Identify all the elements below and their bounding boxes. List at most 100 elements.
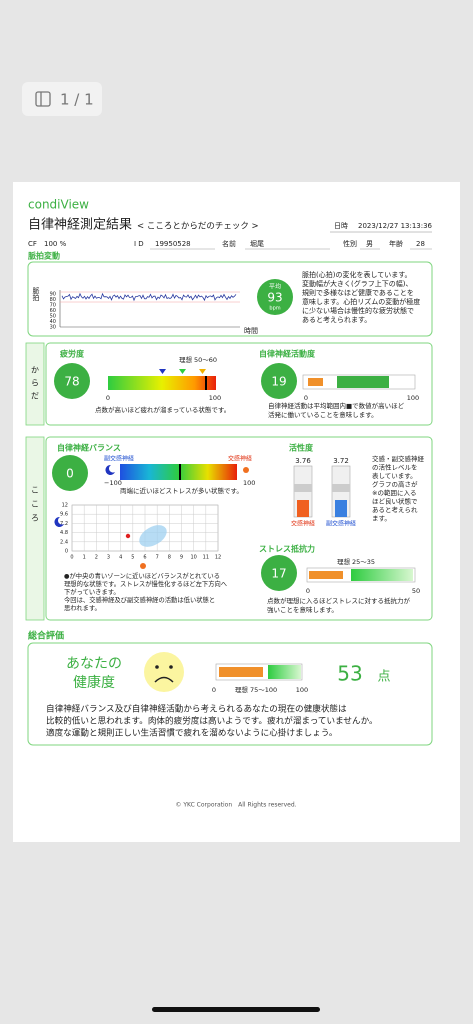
text-line: か bbox=[31, 366, 39, 375]
x-tick-label: 8 bbox=[168, 555, 171, 561]
text-line: グラフの高さが bbox=[372, 480, 418, 489]
scale-min: 0 bbox=[306, 587, 310, 595]
x-tick-label: 12 bbox=[215, 555, 221, 561]
title: 自律神経測定結果 bbox=[28, 218, 132, 233]
x-tick-label: 4 bbox=[119, 555, 122, 561]
x-tick-label: 6 bbox=[143, 555, 146, 561]
left-label: 副交感神経 bbox=[104, 455, 134, 463]
scale-min: 0 bbox=[304, 394, 308, 402]
text-line: 理想的な状態です。ストレスが慢性化するほど左下方向へ bbox=[64, 579, 227, 588]
y-tick-label: 7.2 bbox=[60, 521, 68, 527]
avg-label: 平均 bbox=[269, 283, 281, 291]
section-title: 総合評価 bbox=[28, 630, 64, 642]
side-tab bbox=[25, 436, 45, 621]
x-tick-label: 0 bbox=[70, 555, 73, 561]
cf-value: 100 % bbox=[44, 240, 67, 248]
text-line: あると考えられ bbox=[372, 506, 418, 514]
axis-label: 脈拍 bbox=[32, 286, 40, 302]
scale-max: 100 bbox=[209, 394, 221, 402]
score: 53 bbox=[337, 662, 362, 686]
text-line: こ bbox=[31, 500, 39, 509]
balance-bar bbox=[120, 464, 237, 480]
text-line: 40 bbox=[50, 319, 56, 325]
section-title: 疲労度 bbox=[60, 349, 85, 359]
text-line: ほど良い状態で bbox=[372, 497, 418, 506]
scale-min: 0 bbox=[106, 394, 110, 402]
text-line: ※の範囲に入る bbox=[372, 488, 416, 497]
sex-label: 性別 bbox=[343, 239, 357, 248]
text-line: 自律神経活動は平均範囲内■で数値が高いほど bbox=[268, 401, 405, 410]
avg-unit: bpm bbox=[269, 306, 280, 312]
footer: © YKC Corporation All Rights reserved. bbox=[175, 802, 296, 809]
text-line: 健康度 bbox=[73, 674, 115, 691]
x-tick-label: 2 bbox=[95, 555, 98, 561]
cf-label: CF bbox=[28, 240, 37, 248]
section-title: 自律神経活動度 bbox=[259, 349, 316, 359]
x-tick-label: 3 bbox=[107, 555, 110, 561]
avg-value: 93 bbox=[267, 291, 282, 305]
text-line: 比較的低いと思われます。肉体的疲労度は高いようです。疲れが溜まっていませんか。 bbox=[46, 715, 378, 727]
page-badge[interactable] bbox=[22, 82, 102, 116]
name-value: 堀尾 bbox=[250, 239, 264, 248]
text-line: 自律神経バランス及び自律神経活動から考えられるあなたの現在の健康状態は bbox=[46, 703, 347, 715]
x-tick-label: 7 bbox=[156, 555, 159, 561]
text-line: 規則で多様なほど健康であることを bbox=[302, 288, 414, 297]
date-label: 日時 bbox=[334, 222, 348, 230]
text-line: 脈拍(心拍)の変化を表しています。 bbox=[302, 270, 412, 279]
pulse-line bbox=[61, 292, 237, 302]
text-line: 80 bbox=[50, 297, 56, 303]
ideal: 理想 75～100 bbox=[235, 685, 277, 694]
x-label: 時間 bbox=[244, 327, 258, 335]
y-tick-label: 2.4 bbox=[60, 539, 68, 545]
y-tick-label: 12 bbox=[62, 503, 68, 509]
text-line: に少ない場合は慢性的な疲労状態で bbox=[302, 306, 414, 315]
text-line: 適度な運動と規則正しい生活習慣で疲れを溜めないように心掛けましょう。 bbox=[46, 727, 338, 739]
text-line: 30 bbox=[50, 325, 56, 331]
x-tick-label: 11 bbox=[203, 555, 209, 561]
section-title: 活性度 bbox=[289, 443, 314, 453]
home-indicator[interactable] bbox=[152, 1007, 320, 1012]
brand: condiView bbox=[28, 198, 89, 212]
bar-label: 交感神経 bbox=[291, 520, 315, 528]
note: 点数が高いほど疲れが溜まっている状態です。 bbox=[95, 405, 230, 414]
score-unit: 点 bbox=[377, 670, 390, 685]
text-line: 変動幅が大きく(グラフ上下の幅)、 bbox=[302, 279, 412, 288]
x-tick-label: 5 bbox=[131, 555, 134, 561]
text-line: 50 bbox=[50, 314, 56, 320]
text-line: あると考えられます。 bbox=[302, 316, 371, 324]
id-label: I D bbox=[134, 240, 144, 248]
face bbox=[144, 652, 184, 692]
text-line: 思われます。 bbox=[64, 604, 101, 612]
sex-value: 男 bbox=[366, 240, 373, 248]
text-line: 強いことを意味します。 bbox=[267, 605, 338, 614]
value: 3.76 bbox=[295, 457, 311, 465]
text-line: ら bbox=[31, 379, 39, 388]
balance-value: 0 bbox=[66, 467, 74, 481]
date-value: 2023/12/27 13:13:36 bbox=[358, 222, 433, 230]
section-title: ストレス抵抗力 bbox=[259, 544, 315, 554]
text-line: 点数が理想に入るほどストレスに対する抵抗力が bbox=[267, 596, 411, 605]
fatigue-bar bbox=[108, 376, 216, 390]
body-box bbox=[45, 342, 433, 426]
age-label: 年齢 bbox=[389, 239, 403, 248]
text-line: ●が中央の青いゾーンに近いほどバランスがとれている bbox=[64, 571, 220, 580]
text-line: 活発に働いていることを意味します。 bbox=[268, 410, 378, 419]
y-tick-label: 0 bbox=[65, 549, 68, 555]
right-label: 交感神経 bbox=[228, 455, 252, 463]
subtitle: < こころとからだのチェック > bbox=[137, 222, 259, 232]
x-tick-label: 9 bbox=[180, 555, 183, 561]
y-tick-label: 4.8 bbox=[60, 530, 68, 536]
page-indicator: 1 / 1 bbox=[60, 91, 94, 109]
scale-min: −100 bbox=[104, 479, 122, 487]
pulse-box bbox=[27, 261, 433, 337]
text-line: 70 bbox=[50, 303, 56, 309]
text-line: あなたの bbox=[66, 656, 122, 672]
pages-icon bbox=[35, 91, 51, 107]
activity-value: 19 bbox=[271, 375, 286, 389]
text-line: 意味します。心拍リズムの変動が極度 bbox=[302, 297, 420, 306]
text-line: 60 bbox=[50, 308, 56, 314]
age-value: 28 bbox=[416, 240, 425, 248]
text-line: ろ bbox=[31, 514, 39, 523]
text-line: の活性レベルを bbox=[372, 463, 418, 472]
